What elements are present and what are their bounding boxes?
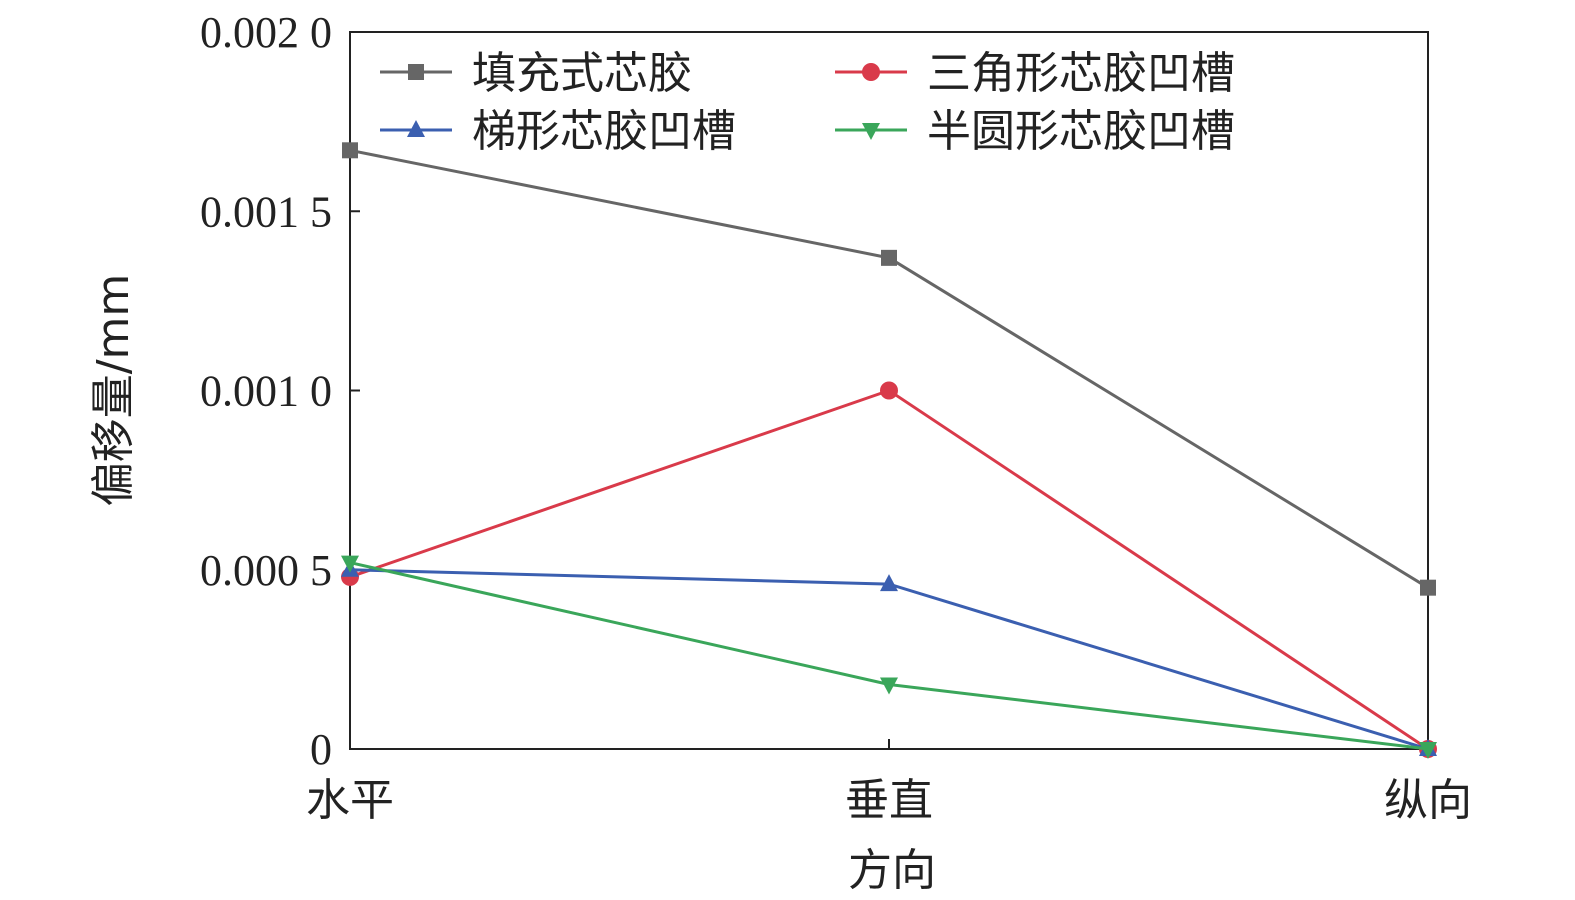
data-point [341,555,359,573]
series-line [349,568,1429,751]
x-axis-title: 方向 [848,845,936,896]
legend-label: 三角形芯胶凹槽 [927,48,1235,99]
legend-label: 半圆形芯胶凹槽 [927,106,1235,157]
data-point [880,677,898,695]
y-tick-label: 0.001 0 [200,367,332,416]
legend-label: 梯形芯胶凹槽 [472,106,736,157]
legend-item: 梯形芯胶凹槽 [380,106,736,157]
y-tick-label: 0.000 5 [200,546,332,595]
legend-marker [862,123,880,140]
data-point [881,249,897,266]
y-tick-label: 0.002 0 [200,8,332,57]
data-point [1419,742,1437,759]
legend-label: 填充式芯胶 [472,48,692,99]
legend-marker [408,64,424,80]
x-tick-label: 垂直 [845,775,933,826]
series-1 [342,142,1436,596]
legend-item: 填充式芯胶 [380,48,692,99]
y-tick-label: 0 [310,725,332,774]
series-4 [341,555,1437,759]
series-line [349,388,1429,751]
y-axis-title: 偏移量/mm [88,274,139,507]
y-tick-label: 0.001 5 [200,187,332,236]
legend-marker [862,63,880,81]
x-tick-label: 纵向 [1384,775,1472,826]
data-point [342,142,358,159]
x-tick-label: 水平 [306,775,394,826]
legend-item: 三角形芯胶凹槽 [835,48,1235,99]
legend-marker [407,120,425,137]
data-point [1420,579,1436,596]
data-point [880,381,898,400]
legend-item: 半圆形芯胶凹槽 [835,106,1235,157]
series-3 [341,559,1437,756]
data-point [880,574,898,592]
